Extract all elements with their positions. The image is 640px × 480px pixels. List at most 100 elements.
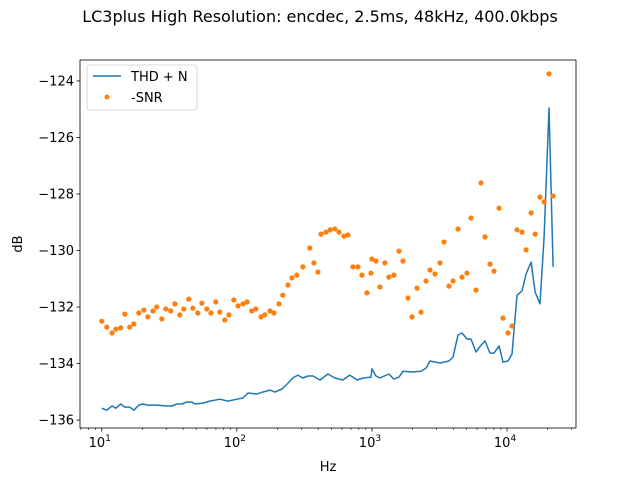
snr-point	[271, 310, 277, 316]
snr-point	[478, 180, 484, 186]
snr-point	[432, 271, 438, 277]
snr-point	[318, 231, 324, 237]
snr-point	[391, 272, 397, 278]
snr-point	[427, 267, 433, 273]
snr-point	[294, 272, 300, 278]
snr-point	[145, 314, 151, 320]
snr-point	[262, 312, 268, 318]
snr-point	[113, 326, 119, 332]
x-axis-label: Hz	[320, 460, 337, 475]
y-tick-label: −136	[38, 414, 74, 429]
snr-point	[190, 305, 196, 311]
snr-point	[437, 260, 443, 266]
snr-point	[355, 264, 361, 270]
snr-point	[500, 315, 506, 321]
snr-point	[550, 193, 556, 199]
snr-point	[163, 306, 169, 312]
snr-point	[276, 301, 282, 307]
snr-point	[208, 310, 214, 316]
snr-point	[323, 229, 329, 235]
snr-point	[285, 282, 291, 288]
snr-point	[109, 330, 115, 336]
snr-point	[204, 306, 210, 312]
x-tick-label: 103	[359, 434, 381, 451]
x-tick-label: 101	[89, 434, 111, 451]
snr-point	[455, 226, 461, 232]
snr-point	[249, 308, 255, 314]
legend: THD + N -SNR	[86, 64, 198, 111]
snr-point	[482, 234, 488, 240]
snr-point	[186, 296, 192, 302]
y-tick-label: −130	[38, 244, 74, 259]
snr-point	[280, 292, 286, 298]
snr-point	[244, 299, 250, 305]
snr-point	[300, 264, 306, 270]
y-tick-label: −128	[38, 187, 74, 202]
snr-point	[253, 306, 259, 312]
plot-frame	[79, 59, 577, 429]
snr-point	[104, 324, 110, 330]
snr-point	[532, 231, 538, 237]
y-tick-label: −132	[38, 301, 74, 316]
snr-point	[509, 323, 515, 329]
snr-point	[464, 270, 470, 276]
snr-point	[168, 308, 174, 314]
snr-point	[222, 317, 228, 323]
y-tick-label: −134	[38, 357, 74, 372]
snr-point	[327, 227, 333, 233]
snr-point	[418, 309, 424, 315]
snr-point	[423, 278, 429, 284]
snr-point	[307, 245, 313, 251]
snr-point	[118, 325, 124, 331]
snr-point	[473, 287, 479, 293]
snr-point	[369, 256, 375, 262]
snr-point	[154, 304, 160, 310]
snr-point	[350, 264, 356, 270]
x-tick-label: 104	[494, 434, 517, 451]
snr-point	[240, 301, 246, 307]
snr-point	[441, 239, 447, 245]
snr-point	[546, 71, 552, 77]
snr-point	[181, 306, 187, 312]
snr-point	[172, 301, 178, 307]
snr-point	[213, 299, 219, 305]
snr-point	[332, 226, 338, 232]
snr-point	[414, 285, 420, 291]
snr-point	[396, 248, 402, 254]
chart-title: LC3plus High Resolution: encdec, 2.5ms, …	[82, 7, 558, 26]
x-tick-label: 102	[224, 434, 246, 451]
snr-point	[311, 260, 317, 266]
snr-point	[315, 269, 321, 275]
series-line-thd-n	[101, 107, 554, 411]
snr-point	[505, 330, 511, 336]
snr-point	[377, 284, 383, 290]
snr-point	[199, 300, 205, 306]
snr-point	[523, 247, 529, 253]
snr-point	[345, 232, 351, 238]
snr-point	[528, 210, 534, 216]
snr-point	[141, 307, 147, 313]
snr-point	[368, 270, 374, 276]
snr-point	[446, 283, 452, 289]
snr-point	[235, 303, 241, 309]
y-tick-label: −124	[38, 74, 74, 89]
snr-point	[373, 258, 379, 264]
snr-point	[487, 261, 493, 267]
snr-point	[364, 290, 370, 296]
snr-point	[386, 274, 392, 280]
snr-point	[267, 308, 273, 314]
snr-point	[541, 199, 547, 205]
plot-marks	[99, 71, 556, 411]
snr-point	[131, 321, 137, 327]
snr-point	[519, 229, 525, 235]
snr-point	[400, 258, 406, 264]
snr-point	[496, 205, 502, 211]
snr-point	[195, 310, 201, 316]
legend-label-snr: -SNR	[131, 91, 163, 106]
snr-point	[468, 215, 474, 221]
snr-point	[359, 272, 365, 278]
legend-marker-swatch	[104, 94, 110, 100]
snr-point	[341, 233, 347, 239]
snr-point	[99, 318, 105, 324]
axes: 101 102 103 104 −124 −126 −128 −130 −132 −134 −136	[38, 74, 572, 451]
